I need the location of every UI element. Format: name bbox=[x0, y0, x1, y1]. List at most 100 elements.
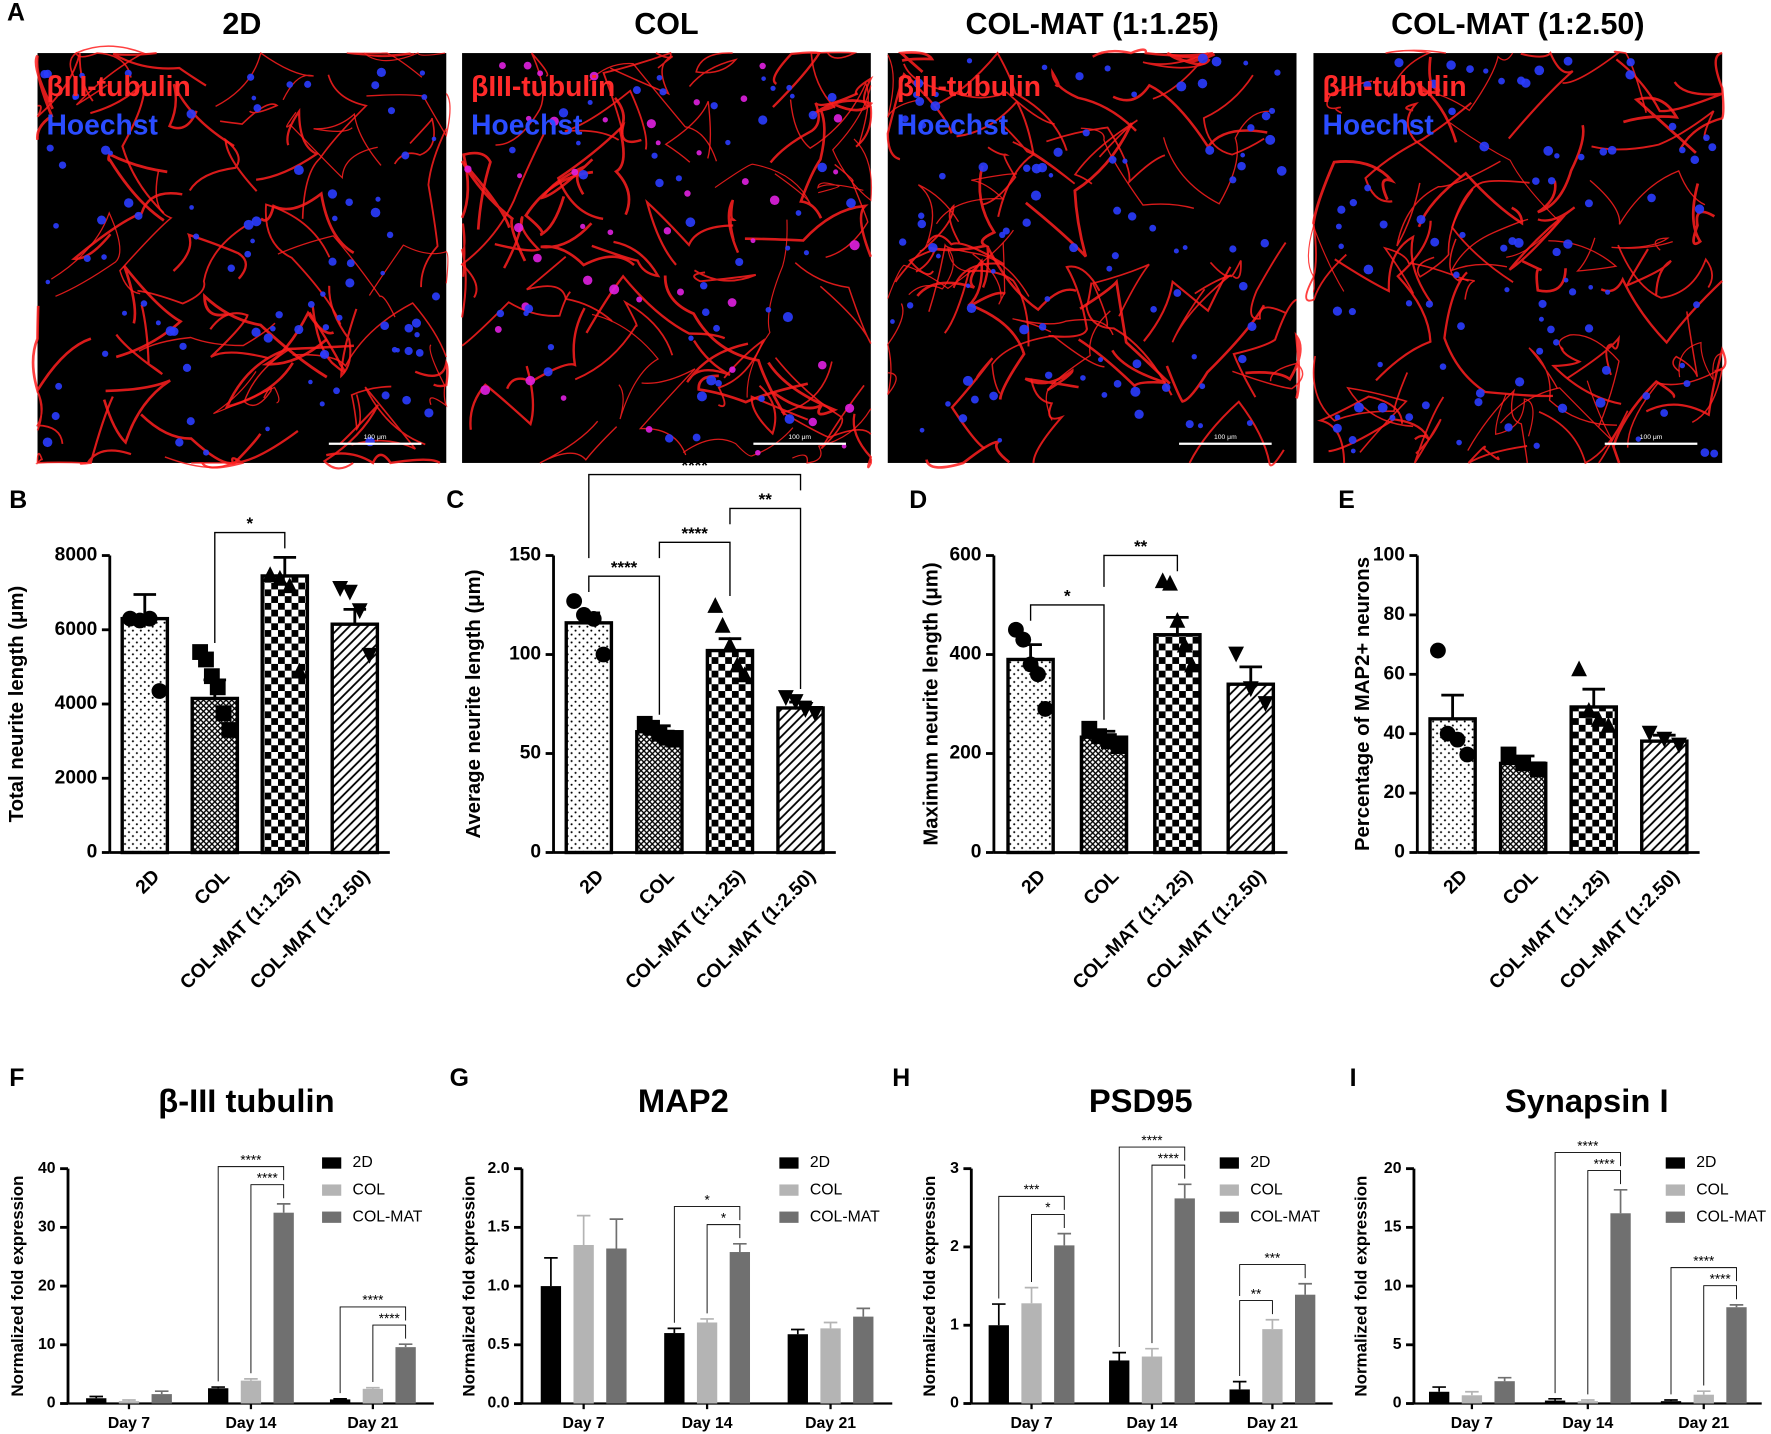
nucleus bbox=[1532, 177, 1540, 185]
nucleus bbox=[1205, 145, 1215, 155]
nucleus bbox=[244, 250, 252, 258]
nucleus bbox=[253, 104, 262, 112]
nucleus bbox=[402, 395, 411, 405]
bar bbox=[573, 1244, 594, 1404]
neurite bbox=[494, 215, 541, 269]
neurite bbox=[1171, 261, 1232, 343]
y-tick-label: 0 bbox=[950, 1395, 959, 1412]
nucleus bbox=[1122, 158, 1128, 164]
neurite bbox=[34, 54, 54, 140]
error-bar bbox=[1582, 687, 1606, 707]
neurite bbox=[115, 304, 164, 375]
neurite bbox=[119, 170, 173, 295]
data-point bbox=[797, 702, 814, 718]
neurite bbox=[810, 51, 858, 109]
nucleus bbox=[1348, 308, 1356, 316]
significance-label: **** bbox=[1158, 1151, 1180, 1166]
nucleus bbox=[696, 150, 702, 156]
nucleus bbox=[1513, 237, 1524, 248]
nucleus bbox=[1694, 204, 1705, 214]
nucleus bbox=[1538, 316, 1544, 322]
nucleus bbox=[1134, 409, 1144, 419]
legend-swatch bbox=[1219, 1184, 1239, 1196]
nucleus bbox=[124, 69, 132, 77]
neurite bbox=[950, 357, 994, 450]
micrograph-content bbox=[460, 51, 874, 469]
neurite bbox=[1232, 362, 1304, 390]
data-point bbox=[262, 566, 279, 582]
neurite bbox=[137, 225, 247, 305]
x-tick-label: Day 14 bbox=[1562, 1415, 1613, 1432]
nucleus bbox=[1708, 143, 1717, 152]
bar bbox=[1021, 1303, 1042, 1404]
nucleus bbox=[1197, 53, 1208, 64]
nucleus bbox=[1446, 60, 1456, 70]
bar bbox=[120, 616, 170, 855]
neurite bbox=[933, 51, 1068, 151]
neurite bbox=[926, 234, 1005, 289]
neurite bbox=[1162, 110, 1272, 205]
nucleus bbox=[1191, 354, 1197, 360]
nucleus bbox=[655, 178, 664, 188]
data-point bbox=[807, 706, 824, 722]
nucleus bbox=[1106, 265, 1113, 272]
nucleus bbox=[715, 379, 722, 387]
y-tick-label: 40 bbox=[1384, 723, 1405, 744]
nucleus bbox=[537, 70, 544, 77]
neurite bbox=[1508, 206, 1576, 271]
nucleus bbox=[1552, 247, 1561, 257]
neurite bbox=[1615, 58, 1723, 113]
nucleus bbox=[387, 107, 396, 115]
data-point bbox=[141, 610, 158, 627]
significance-label: **** bbox=[682, 456, 709, 475]
y-tick-label: 0 bbox=[971, 842, 982, 863]
neurite bbox=[585, 274, 726, 340]
image-title: COL bbox=[634, 7, 698, 41]
significance-label: **** bbox=[1141, 1133, 1163, 1148]
nucleus bbox=[1475, 388, 1485, 398]
nucleus bbox=[701, 308, 710, 317]
neurite bbox=[460, 151, 492, 230]
error-bar bbox=[1232, 1380, 1247, 1390]
bar bbox=[1610, 1213, 1631, 1404]
nucleus bbox=[1543, 146, 1554, 156]
bar bbox=[1226, 682, 1276, 855]
y-tick-label: 5 bbox=[1393, 1336, 1402, 1353]
nucleus bbox=[155, 320, 161, 326]
neurite bbox=[286, 111, 378, 180]
bar bbox=[664, 1333, 685, 1404]
neurite bbox=[35, 452, 86, 465]
neurite bbox=[645, 199, 734, 266]
significance-label: **** bbox=[379, 1311, 401, 1326]
legend-label: COL-MAT bbox=[1250, 1208, 1320, 1225]
nucleus bbox=[664, 434, 674, 443]
neurite bbox=[714, 163, 811, 204]
nucleus bbox=[1626, 58, 1635, 67]
legend-swatch bbox=[322, 1157, 342, 1169]
significance-bracket bbox=[658, 541, 731, 596]
nucleus bbox=[381, 391, 390, 400]
neurite bbox=[588, 62, 718, 162]
data-point bbox=[714, 616, 731, 633]
legend-swatch bbox=[1219, 1211, 1239, 1223]
nucleus bbox=[294, 324, 304, 335]
neurite bbox=[1467, 388, 1528, 464]
nucleus bbox=[46, 144, 54, 152]
nucleus bbox=[1229, 245, 1237, 253]
nucleus bbox=[380, 321, 390, 331]
x-tick-label: COL-MAT (1:1.25) bbox=[1485, 866, 1613, 994]
nucleus bbox=[978, 162, 989, 172]
error-bar bbox=[1057, 1232, 1072, 1246]
micrograph bbox=[887, 53, 1297, 463]
nucleus bbox=[755, 449, 761, 456]
neurite bbox=[1382, 246, 1469, 294]
neurite bbox=[1672, 311, 1699, 378]
neurite bbox=[972, 242, 1006, 305]
nucleus bbox=[808, 110, 818, 120]
x-tick-label: 2D bbox=[576, 866, 608, 898]
error-bar bbox=[211, 1386, 225, 1389]
neurite bbox=[292, 302, 447, 368]
neurite bbox=[591, 313, 660, 420]
nucleus bbox=[1238, 354, 1247, 364]
nucleus bbox=[1690, 155, 1700, 165]
